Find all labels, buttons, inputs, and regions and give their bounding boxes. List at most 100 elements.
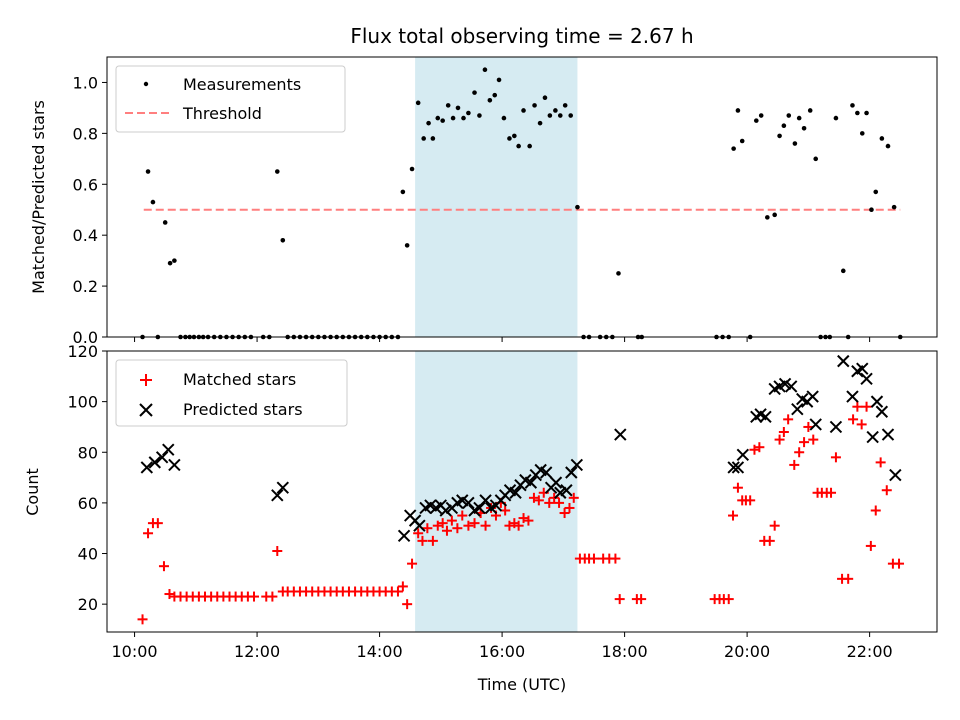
matched-star-point [728, 510, 739, 521]
x-tick-label: 12:00 [234, 642, 280, 661]
measurement-point [792, 141, 798, 146]
matched-star-point [745, 495, 756, 506]
x-tick-label: 20:00 [724, 642, 770, 661]
bottom-y-tick-label: 100 [67, 393, 98, 412]
matched-star-point [870, 505, 881, 516]
predicted-star-point [413, 519, 426, 532]
matched-star-point [865, 540, 876, 551]
matched-star-point [480, 520, 491, 531]
matched-star-point [774, 434, 785, 445]
measurement-point [445, 103, 451, 108]
measurement-point [461, 115, 466, 121]
predicted-star-point [560, 484, 573, 497]
predicted-star-point [846, 390, 859, 403]
bottom-y-label: Count [23, 468, 42, 516]
measurement-point [781, 123, 787, 129]
measurement-point [796, 115, 802, 121]
top-y-tick-label: 0.2 [73, 277, 98, 296]
predicted-star-point [736, 448, 750, 461]
measurement-point [404, 243, 410, 248]
predicted-star-point [549, 476, 563, 489]
bottom-y-tick-label: 20 [78, 595, 98, 614]
bottom-y-ticks: 20 40 60 80 100 120 [67, 342, 107, 614]
bottom-y-tick-label: 120 [67, 342, 98, 361]
legend-matched-marker [140, 374, 152, 386]
matched-star-point [830, 452, 841, 463]
matched-star-point [799, 437, 810, 448]
matched-star-point [826, 487, 837, 498]
matched-star-point [588, 553, 599, 564]
predicted-star-point [759, 410, 772, 424]
measurement-point [507, 136, 512, 141]
measurement-point [415, 100, 421, 106]
legend-predicted-marker [139, 403, 153, 417]
measurement-point [864, 110, 869, 116]
measurement-point [855, 110, 860, 116]
measurement-point [575, 204, 580, 210]
measurement-point [466, 110, 471, 116]
matched-star-point [559, 508, 570, 519]
matched-star-point [422, 523, 433, 534]
matched-star-point [272, 545, 283, 556]
chart-title: Flux total observing time = 2.67 h [350, 24, 693, 48]
measurement-point [879, 136, 885, 141]
matched-star-point [469, 518, 480, 529]
measurement-point [487, 97, 493, 103]
predicted-star-point [168, 458, 181, 472]
measurement-point [859, 131, 865, 136]
measurement-point [482, 67, 488, 73]
legend-measurements-label: Measurements [183, 75, 301, 94]
matched-star-point [407, 558, 418, 569]
x-tick-label: 18:00 [602, 642, 648, 661]
matched-star-point [732, 482, 743, 493]
measurement-point [885, 143, 891, 149]
measurement-point [426, 120, 431, 126]
matched-star-point [137, 614, 148, 625]
matched-star-point [856, 419, 867, 430]
measurement-point [772, 212, 777, 218]
top-x-ticks [134, 337, 871, 342]
matched-star-point [463, 520, 474, 531]
measurement-point [472, 90, 477, 95]
matched-star-point [267, 591, 278, 602]
predicted-star-point [837, 354, 850, 368]
measurement-point [521, 108, 526, 113]
matched-star-point [769, 520, 780, 531]
matched-star-point [875, 457, 886, 468]
measurement-point [562, 103, 568, 108]
top-y-tick-label: 0.8 [73, 124, 98, 143]
measurement-point [274, 169, 280, 174]
measurement-point [765, 215, 770, 220]
matched-star-point [894, 558, 905, 569]
measurement-point [850, 103, 855, 108]
matched-star-point [397, 581, 408, 592]
measurement-point [527, 143, 532, 149]
predicted-star-point [565, 466, 578, 479]
measurement-point [813, 156, 819, 162]
predicted-star-point [148, 456, 161, 469]
measurement-point [162, 220, 168, 225]
predicted-star-point [162, 443, 175, 456]
measurement-point [455, 105, 461, 111]
measurement-point [731, 146, 736, 151]
matched-star-point [852, 401, 863, 412]
top-marks [140, 67, 903, 340]
matched-star-point [554, 497, 565, 508]
matched-star-point [610, 553, 621, 564]
x-tick-label: 16:00 [479, 642, 525, 661]
predicted-star-point [785, 380, 798, 393]
top-panel: 0.0 0.2 0.4 0.6 0.8 1.0 Matched/Predicted sta… [29, 56, 938, 347]
measurement-point [873, 189, 879, 195]
matched-star-point [249, 591, 260, 602]
measurement-point [758, 113, 764, 118]
measurement-point [777, 133, 782, 139]
matched-star-point [392, 586, 403, 597]
predicted-star-point [881, 428, 895, 441]
measurement-point [547, 113, 553, 118]
measurement-point [496, 77, 502, 83]
measurement-point [616, 271, 621, 276]
bottom-x-ticks: 10:00 12:00 14:00 16:00 18:00 20:00 22:00 [112, 632, 893, 661]
measurement-point [400, 189, 406, 195]
matched-star-point [636, 594, 647, 605]
predicted-star-point [856, 362, 869, 375]
